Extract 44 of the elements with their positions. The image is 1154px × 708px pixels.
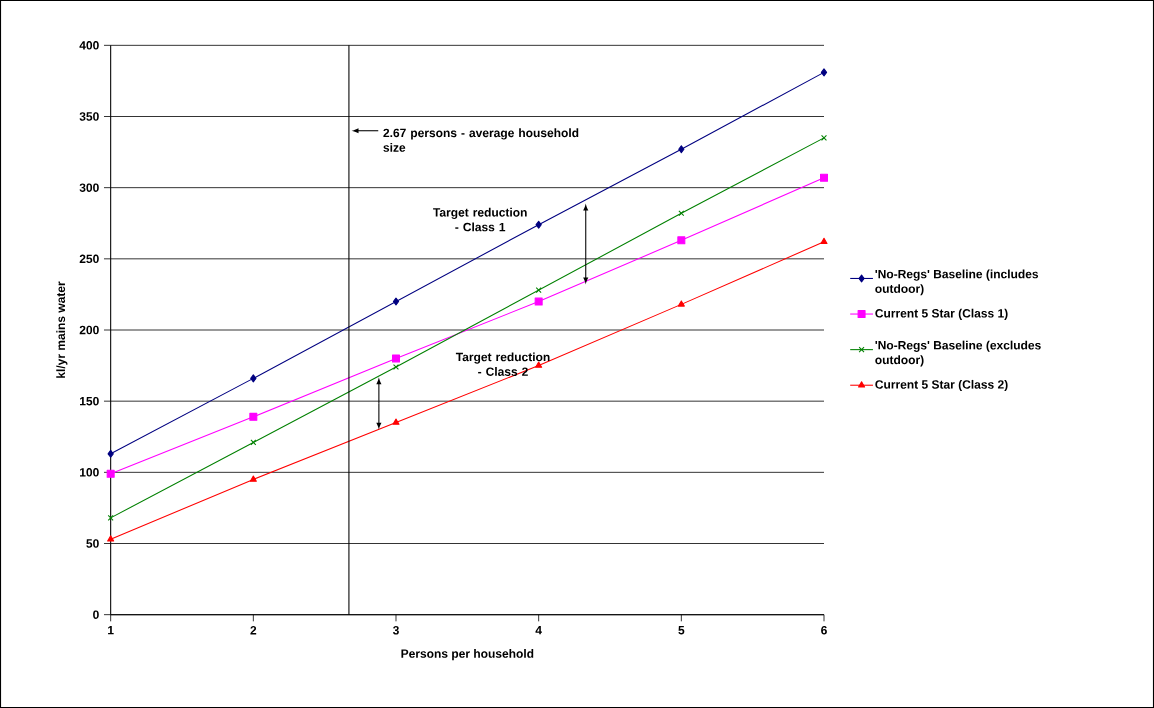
y-tick-label: 300 bbox=[79, 183, 99, 192]
x-tick-label: 3 bbox=[392, 626, 399, 635]
y-tick-label: 200 bbox=[79, 325, 99, 335]
point bbox=[249, 412, 258, 421]
x-tick-label: 2 bbox=[250, 626, 257, 635]
point bbox=[107, 535, 115, 542]
point bbox=[821, 134, 827, 141]
point bbox=[391, 354, 401, 363]
x-tick-label: 6 bbox=[821, 626, 827, 635]
point bbox=[820, 173, 829, 182]
legend-label: Current 5 Star (Class 2) bbox=[875, 379, 1008, 392]
point bbox=[678, 145, 685, 154]
point bbox=[534, 297, 543, 306]
ref-line-label: 2.67 persons - average household size bbox=[383, 128, 579, 152]
point bbox=[250, 374, 257, 383]
point bbox=[392, 297, 400, 306]
y-tick-label: 250 bbox=[79, 254, 99, 264]
point bbox=[107, 449, 114, 458]
annotation: Target reduction - Class 1 bbox=[433, 207, 527, 232]
point bbox=[250, 439, 257, 446]
legend-label: 'No-Regs' Baseline (excludes outdoor) bbox=[875, 340, 1041, 367]
point bbox=[249, 475, 257, 482]
point bbox=[106, 469, 115, 478]
legend-label: 'No-Regs' Baseline (includes outdoor) bbox=[875, 269, 1039, 296]
y-axis-title: kl/yr mains water bbox=[56, 281, 68, 378]
y-tick-label: 0 bbox=[93, 610, 99, 619]
y-tick-label: 100 bbox=[80, 468, 99, 477]
point bbox=[677, 236, 686, 245]
y-tick-label: 150 bbox=[80, 396, 99, 406]
y-tick-label: 400 bbox=[79, 41, 99, 50]
y-tick-label: 350 bbox=[79, 112, 99, 121]
x-tick-label: 4 bbox=[535, 626, 542, 635]
y-tick-label: 50 bbox=[86, 539, 99, 548]
point bbox=[107, 514, 114, 521]
x-tick-label: 1 bbox=[108, 626, 114, 635]
point bbox=[392, 418, 400, 425]
point bbox=[820, 68, 828, 77]
legend-label: Current 5 Star (Class 1) bbox=[875, 308, 1008, 320]
point bbox=[535, 287, 542, 294]
point bbox=[535, 220, 542, 229]
point bbox=[677, 300, 685, 307]
x-tick-label: 5 bbox=[678, 626, 685, 635]
point bbox=[820, 237, 828, 245]
x-axis-title: Persons per household bbox=[401, 649, 534, 661]
